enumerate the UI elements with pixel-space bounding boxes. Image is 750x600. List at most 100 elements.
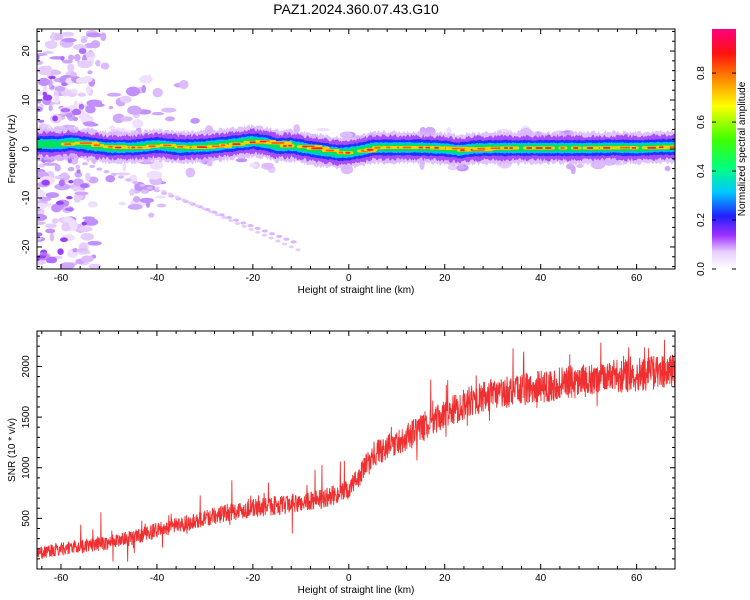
ridge-hotspot-core <box>338 151 344 154</box>
snr-x-tick-label: -40 <box>150 573 165 584</box>
snr-x-tick-label: 20 <box>439 573 451 584</box>
noise-blob <box>149 160 164 170</box>
noise-blob <box>233 218 240 222</box>
noise-blob <box>88 176 99 184</box>
ridge-hotspot-core <box>560 147 565 149</box>
snr-y-tick-label: 1500 <box>21 406 32 429</box>
spectrogram-y-tick-label: 10 <box>21 94 32 106</box>
noise-blob <box>456 165 466 170</box>
noise-blob <box>119 95 132 103</box>
noise-blob <box>247 224 254 228</box>
ridge-hotspot-core <box>93 144 101 147</box>
noise-blob <box>88 263 102 269</box>
noise-blob <box>161 107 177 113</box>
noise-blob <box>75 164 81 170</box>
snr-x-tick-label: 60 <box>631 573 643 584</box>
noise-blob <box>38 77 50 87</box>
noise-blob <box>174 195 180 199</box>
noise-blob <box>201 207 207 211</box>
noise-blob <box>214 213 220 217</box>
noise-blob <box>37 255 47 259</box>
noise-blob <box>261 162 275 170</box>
spectrogram-y-label: Frequency (Hz) <box>7 115 18 184</box>
noise-blob <box>52 115 58 122</box>
noise-blob <box>61 37 77 43</box>
snr-x-tick-label: -20 <box>246 573 261 584</box>
noise-blob <box>44 40 58 49</box>
noise-blob <box>132 180 139 185</box>
noise-blob <box>46 202 52 208</box>
spectrogram-x-tick-label: 20 <box>439 273 451 284</box>
noise-blob <box>37 60 44 66</box>
noise-blob <box>61 82 68 87</box>
noise-blob <box>106 92 122 97</box>
noise-blob <box>60 55 65 61</box>
ridge-hotspot-core <box>114 146 122 149</box>
noise-blob <box>45 228 56 234</box>
spectrogram-x-label: Height of straight line (km) <box>298 285 415 296</box>
noise-blob <box>48 75 56 80</box>
noise-blob <box>282 242 288 246</box>
snr-y-tick-label: 500 <box>21 510 32 527</box>
noise-blob <box>268 236 274 240</box>
snr-x-tick-label: -60 <box>54 573 69 584</box>
snr-y-label: SNR (10 * v/v) <box>7 418 18 482</box>
noise-blob <box>118 201 127 206</box>
noise-blob <box>81 255 94 263</box>
noise-blob <box>78 226 93 232</box>
noise-blob <box>108 105 114 110</box>
ridge-hotspot-core <box>402 146 412 149</box>
noise-blob <box>109 125 115 131</box>
noise-blob <box>41 179 50 186</box>
noise-blob <box>208 210 214 214</box>
ridge-hotspot-core <box>374 146 381 149</box>
noise-blob <box>74 54 81 62</box>
noise-blob <box>117 175 124 179</box>
ridge-hotspot-core <box>345 151 351 154</box>
snr-y-axis: 500 1000 1500 2000 <box>21 335 675 570</box>
noise-blob <box>103 170 110 174</box>
noise-blob <box>42 84 48 94</box>
noise-blob <box>85 105 96 114</box>
noise-blob <box>81 221 87 226</box>
noise-blob <box>254 226 261 230</box>
noise-blob <box>71 108 82 116</box>
noise-blob <box>78 48 87 54</box>
noise-blob <box>38 196 52 202</box>
noise-blob <box>45 192 60 198</box>
spectrogram-x-tick-label: 0 <box>346 273 352 284</box>
noise-blob <box>235 158 248 163</box>
noise-blob <box>80 232 95 241</box>
colorbar-ticks: 0.0 0.2 0.4 0.6 0.8 <box>696 66 736 276</box>
noise-blob <box>228 219 234 222</box>
noise-blob <box>83 218 99 226</box>
noise-blob <box>96 167 103 171</box>
snr-y-tick-label: 1000 <box>21 456 32 479</box>
noise-blob <box>139 183 146 187</box>
noise-blob <box>148 212 155 218</box>
colorbar-label: Normalized spectral amplitude <box>737 81 748 216</box>
noise-blob <box>37 232 43 237</box>
spectrogram-y-tick-label: 20 <box>21 45 32 57</box>
colorbar-tick-label: 0.2 <box>696 213 707 227</box>
noise-blob <box>161 189 167 193</box>
noise-blob <box>72 248 78 253</box>
noise-blob <box>167 192 173 196</box>
spectrogram-x-tick-label: 40 <box>535 273 547 284</box>
noise-blob <box>100 32 107 41</box>
noise-blob <box>152 87 163 98</box>
noise-blob <box>55 200 64 205</box>
noise-blob <box>139 197 155 204</box>
noise-blob <box>37 257 40 262</box>
snr-frame <box>36 330 676 570</box>
ridge-hotspot-core <box>602 146 611 149</box>
noise-blob <box>132 195 141 203</box>
colorbar-tick-label: 0.0 <box>696 262 707 276</box>
noise-blob <box>87 70 93 75</box>
ridge-hotspot-core <box>163 144 172 147</box>
spectrogram-x-tick-label: -40 <box>150 273 165 284</box>
noise-blob <box>185 167 196 178</box>
noise-blob <box>93 103 105 108</box>
noise-blob <box>74 191 89 196</box>
